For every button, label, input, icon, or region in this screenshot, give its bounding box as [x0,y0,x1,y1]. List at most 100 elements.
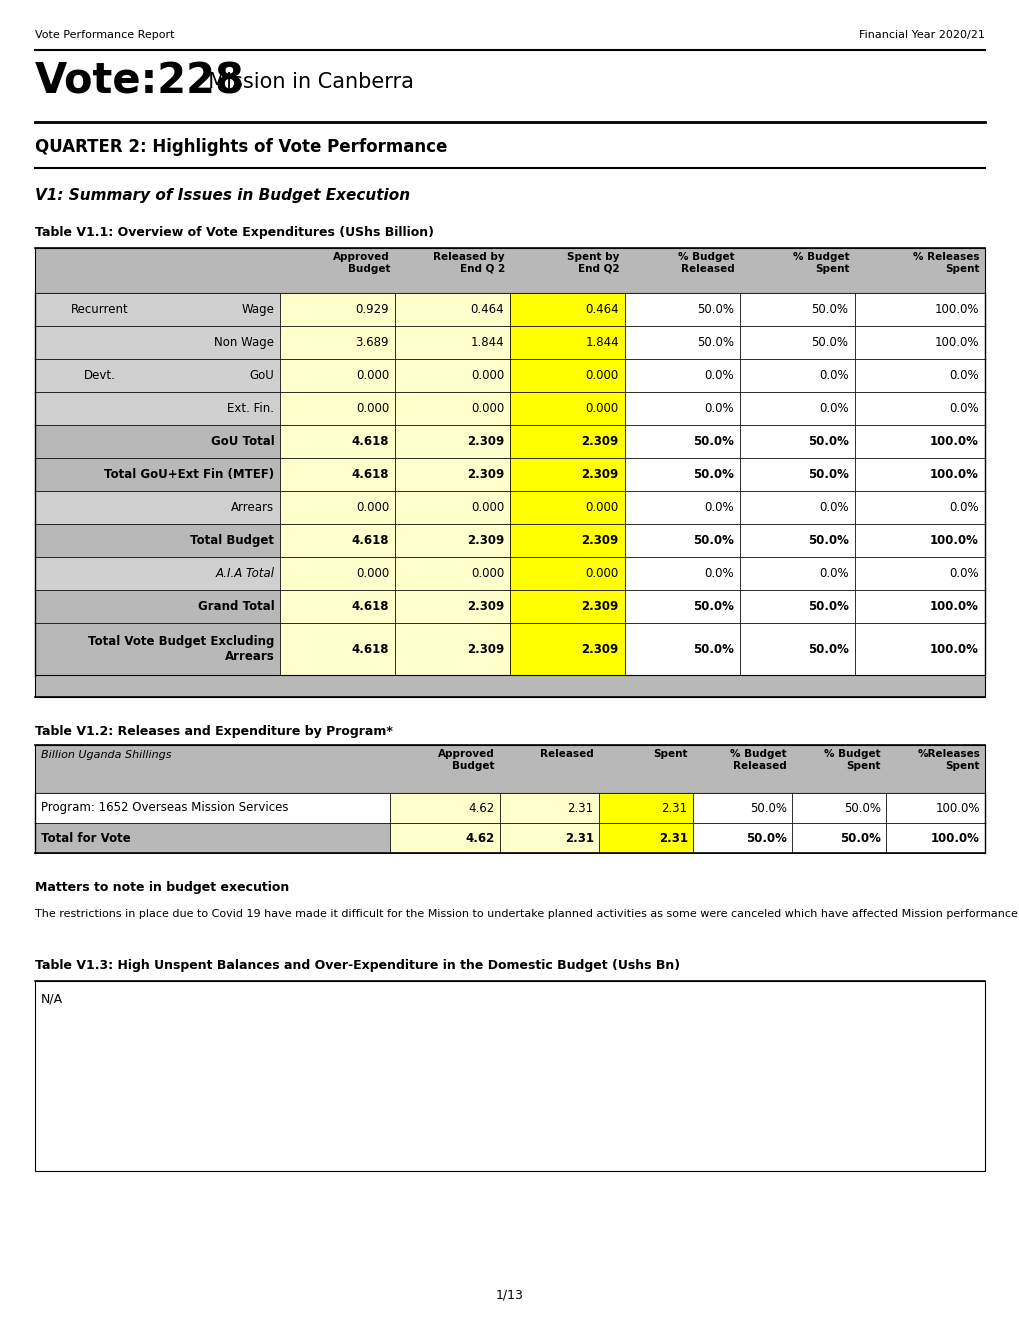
Text: 50.0%: 50.0% [696,337,733,348]
Text: 2.31: 2.31 [661,801,687,814]
Text: 0.929: 0.929 [356,304,389,315]
Bar [739,491,854,524]
Bar [625,458,739,491]
Bar [35,425,280,458]
Text: 4.618: 4.618 [352,535,389,546]
Bar [510,524,625,557]
Bar [389,793,499,822]
Bar [625,590,739,623]
Text: 50.0%: 50.0% [807,469,848,480]
Bar [394,425,510,458]
Text: N/A: N/A [41,993,63,1006]
Bar [692,822,791,853]
Text: Approved
Budget: Approved Budget [437,748,494,771]
Bar [35,359,280,392]
Bar [510,293,625,326]
Bar [280,359,394,392]
Bar [510,326,625,359]
Bar [35,744,984,793]
Text: 100.0%: 100.0% [933,304,978,315]
Text: 100.0%: 100.0% [929,436,978,447]
Bar [739,590,854,623]
Text: 1.844: 1.844 [470,337,503,348]
Text: GoU: GoU [250,370,274,381]
Text: Non Wage: Non Wage [214,337,274,348]
Text: 2.309: 2.309 [467,601,503,612]
Bar [854,326,984,359]
Text: % Budget
Released: % Budget Released [678,252,734,273]
Text: 50.0%: 50.0% [839,832,880,845]
Bar [35,623,280,675]
Bar [394,590,510,623]
Text: V1: Summary of Issues in Budget Execution: V1: Summary of Issues in Budget Executio… [35,187,410,203]
Text: 50.0%: 50.0% [807,601,848,612]
Text: 50.0%: 50.0% [692,436,733,447]
Bar [510,491,625,524]
Text: 100.0%: 100.0% [929,601,978,612]
Bar [625,392,739,425]
Text: Wage: Wage [242,304,274,315]
Bar [499,822,598,853]
Text: 2.309: 2.309 [467,643,503,656]
Text: Financial Year 2020/21: Financial Year 2020/21 [858,30,984,40]
Text: 100.0%: 100.0% [933,337,978,348]
Bar [854,557,984,590]
Bar [280,557,394,590]
Bar [280,326,394,359]
Text: 100.0%: 100.0% [929,535,978,546]
Text: 0.0%: 0.0% [703,403,733,414]
Text: Approved
Budget: Approved Budget [333,252,390,273]
Bar [510,425,625,458]
Bar [884,793,984,822]
Text: 0.464: 0.464 [585,304,619,315]
Text: 50.0%: 50.0% [692,643,733,656]
Text: Matters to note in budget execution: Matters to note in budget execution [35,880,289,894]
Bar [35,392,280,425]
Text: 50.0%: 50.0% [843,801,880,814]
Text: 50.0%: 50.0% [692,535,733,546]
Text: 50.0%: 50.0% [696,304,733,315]
Text: Devt.: Devt. [85,370,116,381]
Bar [389,822,499,853]
Text: % Budget
Spent: % Budget Spent [823,748,880,771]
Bar [280,590,394,623]
Bar [884,822,984,853]
Text: 0.0%: 0.0% [818,502,848,513]
Bar [791,822,884,853]
Bar [739,623,854,675]
Bar [35,293,280,326]
Bar [35,458,280,491]
Text: 4.62: 4.62 [468,801,494,814]
Text: 4.618: 4.618 [352,436,389,447]
Text: 0.0%: 0.0% [818,403,848,414]
Bar [510,392,625,425]
Text: 0.0%: 0.0% [949,568,978,579]
Bar [35,524,280,557]
Bar [394,392,510,425]
Text: 0.000: 0.000 [585,568,619,579]
Bar [510,590,625,623]
Text: Program: 1652 Overseas Mission Services: Program: 1652 Overseas Mission Services [41,801,288,814]
Text: 0.0%: 0.0% [949,403,978,414]
Bar [510,557,625,590]
Bar [394,524,510,557]
Bar [499,793,598,822]
Text: 2.309: 2.309 [581,436,619,447]
Text: Arrears: Arrears [231,502,274,513]
Text: 4.618: 4.618 [352,601,389,612]
Text: % Releases
Spent: % Releases Spent [913,252,979,273]
Bar [35,675,984,697]
Text: Total for Vote: Total for Vote [41,832,130,845]
Text: 4.618: 4.618 [352,643,389,656]
Bar [598,793,692,822]
Text: 0.0%: 0.0% [703,370,733,381]
Bar [510,359,625,392]
Text: Total GoU+Ext Fin (MTEF): Total GoU+Ext Fin (MTEF) [104,469,274,480]
Text: 0.000: 0.000 [356,502,389,513]
Text: 2.31: 2.31 [565,832,593,845]
Text: 0.0%: 0.0% [703,502,733,513]
Text: Total Vote Budget Excluding
Arrears: Total Vote Budget Excluding Arrears [88,635,274,663]
Text: 0.000: 0.000 [471,403,503,414]
Text: 0.000: 0.000 [356,370,389,381]
Text: 50.0%: 50.0% [807,643,848,656]
